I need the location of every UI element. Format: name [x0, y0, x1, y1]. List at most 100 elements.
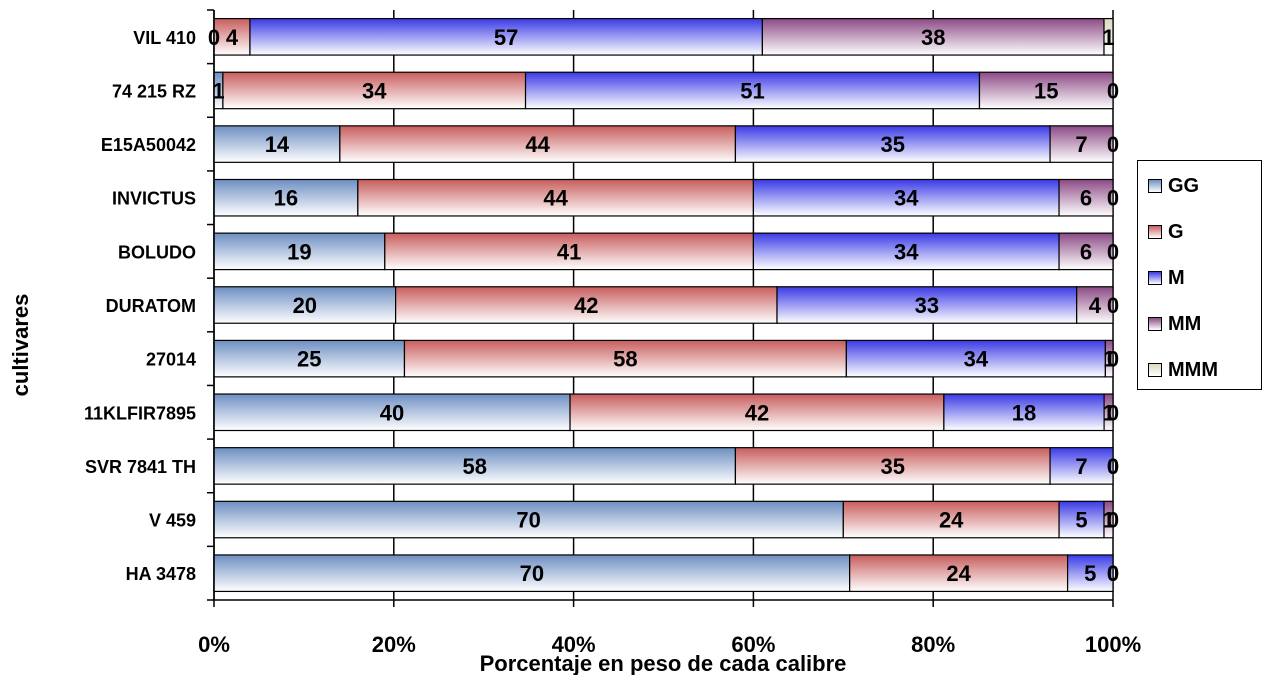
data-label: 58 — [613, 347, 637, 372]
data-label: 20 — [293, 293, 317, 318]
data-label: 0 — [1107, 561, 1119, 586]
category-label: HA 3478 — [126, 564, 196, 584]
data-label: 40 — [380, 400, 404, 425]
legend-swatch — [1148, 225, 1162, 239]
data-label: 24 — [939, 508, 964, 533]
data-label: 24 — [946, 561, 971, 586]
bar-segment-mm — [1049, 125, 1114, 163]
data-label: 1 — [1102, 25, 1114, 50]
x-tick-label: 40% — [552, 632, 596, 657]
data-label: 42 — [574, 293, 598, 318]
data-label: 6 — [1080, 239, 1092, 264]
data-label: 6 — [1080, 186, 1092, 211]
data-label: 1 — [1103, 347, 1115, 372]
data-label: 34 — [894, 186, 919, 211]
bar-segment-mm — [1058, 178, 1114, 217]
data-label: 0 — [1107, 132, 1119, 157]
chart-legend: GG G M MM MMM — [1137, 160, 1262, 390]
data-label: 34 — [362, 78, 387, 103]
y-axis-title: cultivares — [8, 294, 33, 397]
data-label: 19 — [287, 239, 311, 264]
data-label: 15 — [1034, 78, 1058, 103]
data-label: 0 — [1107, 78, 1119, 103]
legend-label: MM — [1168, 312, 1202, 335]
data-label: 44 — [525, 132, 550, 157]
data-label: 7 — [1075, 132, 1087, 157]
bar-segment-mm — [1103, 500, 1114, 539]
data-label: 0 — [1107, 454, 1119, 479]
category-label: DURATOM — [106, 296, 196, 316]
x-tick-label: 100% — [1085, 632, 1141, 657]
bar-segment-m — [776, 286, 1078, 324]
bar-segment-g — [213, 17, 251, 56]
data-label: 42 — [745, 400, 769, 425]
data-label: 1 — [212, 78, 224, 103]
data-label: 33 — [915, 293, 939, 318]
data-label: 16 — [274, 186, 298, 211]
legend-swatch — [1148, 363, 1162, 377]
data-label: 34 — [894, 239, 919, 264]
bar-segment-g — [384, 232, 754, 271]
data-label: 35 — [881, 132, 905, 157]
bar-segment-g — [395, 286, 778, 324]
legend-swatch — [1148, 317, 1162, 331]
data-label: 1 — [1102, 400, 1114, 425]
data-label: 0 — [1107, 186, 1119, 211]
bar-segment-g — [222, 71, 527, 110]
category-label: 74 215 RZ — [112, 81, 196, 101]
legend-item-m: M — [1148, 265, 1185, 291]
x-tick-label: 20% — [372, 632, 416, 657]
data-label: 0 — [1107, 293, 1119, 318]
category-label: 11KLFIR7895 — [84, 403, 196, 423]
legend-swatch — [1148, 179, 1162, 193]
data-label: 70 — [520, 561, 544, 586]
bar-segment-m — [524, 71, 981, 110]
legend-label: G — [1168, 220, 1184, 243]
data-label: 18 — [1012, 400, 1036, 425]
data-label: 35 — [881, 454, 905, 479]
bar-segment-g — [849, 554, 1069, 593]
bar-segment-m — [1058, 500, 1105, 539]
category-label: V 459 — [149, 511, 196, 531]
data-label: 0 — [1107, 508, 1119, 533]
data-label: 41 — [557, 239, 581, 264]
bar-segment-g — [734, 447, 1051, 485]
bar-segment-mm — [1076, 286, 1114, 324]
x-tick-label: 80% — [911, 632, 955, 657]
legend-item-mm: MM — [1148, 311, 1201, 337]
data-label: 44 — [543, 186, 568, 211]
labels-layer: 0% 20% 40% 60% 80% 100%VIL 410 0 4 57 38 174 215 R… — [84, 25, 1141, 657]
bar-segment-g — [842, 500, 1060, 539]
category-label: VIL 410 — [133, 28, 196, 48]
x-tick-label: 60% — [731, 632, 775, 657]
data-label: 5 — [1075, 508, 1087, 533]
legend-label: M — [1168, 266, 1185, 289]
data-label: 70 — [516, 508, 540, 533]
data-label: 14 — [265, 132, 290, 157]
data-label: 0 — [1107, 454, 1119, 479]
bar-segment-g — [357, 178, 754, 217]
bar-segment-m — [1049, 447, 1114, 485]
category-label: E15A50042 — [101, 135, 196, 155]
bar-segment-mmm — [1103, 17, 1114, 56]
data-label: 4 — [1089, 293, 1102, 318]
bar-segment-m — [1066, 554, 1114, 593]
bar-segment-gg — [213, 232, 386, 271]
legend-label: GG — [1168, 174, 1200, 197]
data-label: 0 — [208, 25, 220, 50]
bar-segment-g — [403, 339, 847, 378]
bar-segment-g — [339, 125, 737, 163]
x-tick-label: 0% — [198, 632, 230, 657]
data-label: 34 — [964, 347, 989, 372]
data-label: 5 — [1084, 561, 1096, 586]
legend-item-g: G — [1148, 219, 1184, 245]
bar-segment-mm — [1103, 393, 1114, 432]
data-label: 1 — [1102, 508, 1114, 533]
category-label: BOLUDO — [118, 242, 196, 262]
data-label: 0 — [1107, 400, 1119, 425]
data-label: 58 — [462, 454, 486, 479]
data-label: 25 — [297, 347, 321, 372]
category-label: SVR 7841 TH — [85, 457, 196, 477]
